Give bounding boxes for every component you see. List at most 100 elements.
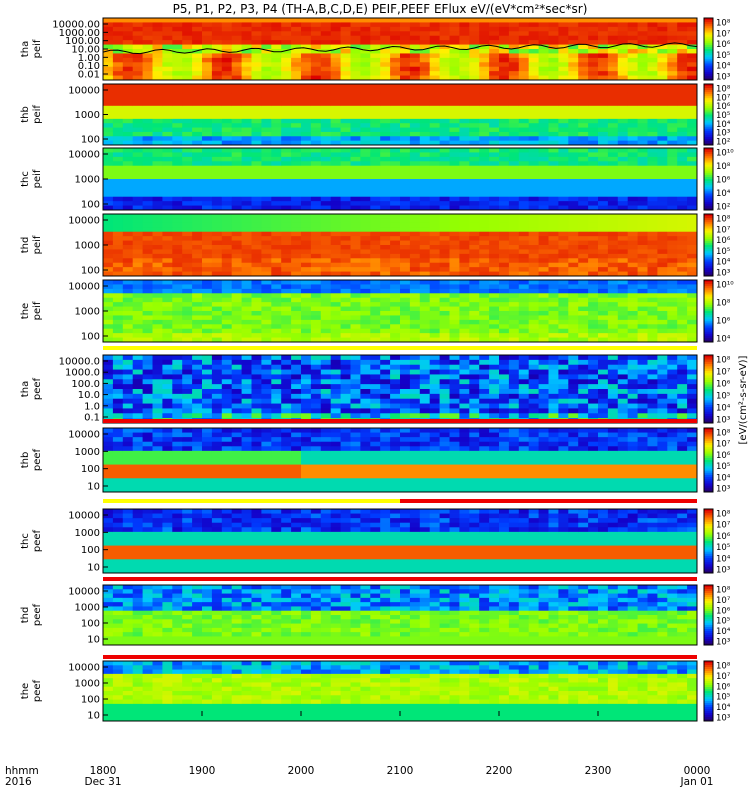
heatmap-cell: [192, 53, 203, 59]
heatmap-cell: [429, 258, 440, 264]
heatmap-cell: [687, 22, 698, 28]
heatmap-cell: [449, 245, 460, 250]
heatmap-cell: [677, 258, 688, 264]
heatmap-cell: [112, 328, 124, 334]
heatmap-cell: [142, 227, 153, 233]
heatmap-cell: [489, 280, 500, 285]
heatmap-cell: [419, 288, 431, 294]
heatmap-cell: [251, 57, 262, 63]
heatmap-cell: [172, 205, 183, 211]
heatmap-cell: [172, 408, 183, 414]
heatmap-cell: [667, 127, 678, 133]
heatmap-cell: [390, 101, 401, 107]
heatmap-cell: [568, 57, 579, 63]
heatmap-cell: [538, 311, 549, 316]
heatmap-cell: [241, 101, 252, 107]
heatmap-cell: [558, 302, 569, 307]
heatmap-cell: [172, 328, 183, 334]
heatmap-cell: [360, 136, 371, 142]
colorbar-cell: [704, 73, 713, 77]
heatmap-cell: [122, 131, 134, 137]
heatmap-cell: [687, 201, 698, 206]
heatmap-cell: [281, 179, 292, 184]
heatmap-cell: [469, 88, 480, 94]
heatmap-cell: [221, 187, 233, 193]
colorbar-cell: [704, 71, 713, 75]
heatmap-cell: [221, 293, 233, 299]
heatmap-cell: [409, 359, 421, 366]
heatmap-cell: [459, 31, 470, 37]
panel-species-label: peif: [32, 235, 43, 254]
heatmap-cell: [607, 92, 619, 98]
heatmap-cell: [350, 31, 361, 37]
heatmap-cell: [518, 127, 530, 133]
colorbar-cell: [704, 46, 713, 50]
heatmap-cell: [132, 333, 143, 338]
heatmap-cell: [548, 201, 559, 206]
heatmap-cell: [429, 398, 440, 404]
heatmap-cell: [479, 18, 490, 23]
heatmap-cell: [667, 258, 678, 264]
heatmap-cell: [429, 280, 440, 285]
heatmap-cell: [281, 315, 292, 321]
heatmap-cell: [439, 75, 450, 81]
heatmap-cell: [192, 165, 203, 171]
heatmap-cell: [301, 40, 312, 45]
heatmap-cell: [588, 280, 599, 285]
heatmap-cell: [132, 302, 143, 307]
heatmap-cell: [320, 140, 332, 146]
heatmap-cell: [103, 179, 114, 184]
heatmap-cell: [607, 205, 619, 211]
heatmap-cell: [687, 192, 698, 198]
colorbar-cell: [704, 57, 713, 60]
heatmap-cell: [330, 214, 341, 219]
heatmap-cell: [340, 315, 351, 321]
heatmap-cell: [350, 306, 361, 312]
heatmap-cell: [449, 131, 460, 137]
heatmap-cell: [231, 131, 242, 137]
heatmap-cell: [588, 75, 599, 81]
heatmap-cell: [162, 18, 173, 23]
colorbar-frame: [703, 147, 714, 211]
heatmap-cell: [499, 179, 510, 184]
heatmap-cell: [310, 311, 322, 316]
heatmap-cell: [320, 170, 332, 175]
heatmap-cell: [508, 319, 520, 325]
heatmap-cell: [528, 156, 539, 162]
heatmap-cell: [251, 280, 262, 285]
heatmap-cell: [588, 306, 599, 312]
heatmap-cell: [370, 384, 381, 390]
heatmap-cell: [409, 156, 421, 162]
heatmap-cell: [103, 403, 114, 409]
heatmap-cell: [182, 22, 193, 28]
heatmap-cell: [558, 284, 569, 290]
heatmap-cell: [627, 183, 638, 189]
heatmap-cell: [182, 97, 193, 102]
heatmap-cell: [657, 297, 668, 303]
heatmap-cell: [469, 328, 480, 334]
heatmap-cell: [152, 245, 163, 250]
heatmap-cell: [301, 240, 312, 246]
heatmap-cell: [142, 18, 153, 23]
heatmap-cell: [687, 249, 698, 255]
heatmap-cell: [202, 88, 213, 94]
heatmap-cell: [469, 196, 480, 202]
heatmap-cell: [112, 384, 124, 390]
heatmap-cell: [340, 413, 351, 419]
heatmap-cell: [578, 127, 589, 133]
heatmap-cell: [419, 136, 431, 142]
heatmap-cell: [409, 192, 421, 198]
heatmap-cell: [152, 319, 163, 325]
heatmap-cell: [657, 75, 668, 81]
heatmap-cell: [221, 369, 233, 375]
colorbar-tick-label: 10⁸: [716, 19, 731, 29]
heatmap-cell: [152, 114, 163, 120]
heatmap-cell: [578, 271, 589, 277]
heatmap-cell: [538, 140, 549, 146]
heatmap-cell: [251, 97, 262, 102]
heatmap-cell: [350, 227, 361, 233]
heatmap-cell: [112, 337, 124, 343]
heatmap-cell: [499, 302, 510, 307]
heatmap-cell: [202, 140, 213, 146]
heatmap-cell: [261, 319, 272, 325]
